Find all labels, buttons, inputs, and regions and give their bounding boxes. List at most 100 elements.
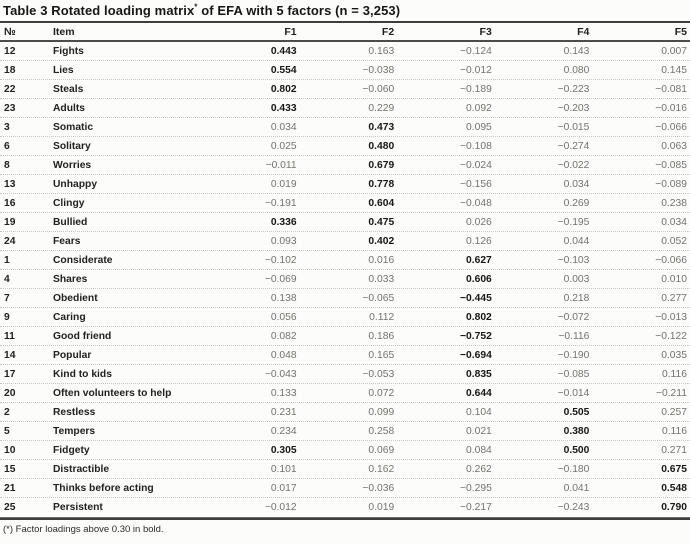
- loading-value: 0.052: [661, 235, 687, 247]
- loading-value: 0.257: [661, 406, 687, 418]
- loading-value: 0.790: [661, 502, 687, 513]
- loading-value: 0.554: [270, 64, 297, 76]
- row-item: Worries: [53, 159, 92, 171]
- row-item: Popular: [53, 349, 92, 361]
- loading-value: 0.835: [466, 368, 492, 380]
- table-header-row: № Item F1 F2 F3 F4 F5: [0, 23, 690, 42]
- loading-value: 0.627: [466, 254, 492, 266]
- loading-value: −0.211: [655, 387, 687, 399]
- loading-value: 0.116: [661, 368, 687, 380]
- table-row: 8 Worries −0.011 0.679 −0.024 −0.022 −0.…: [0, 156, 690, 175]
- row-item: Clingy: [53, 197, 85, 209]
- loading-value: −0.066: [655, 254, 687, 266]
- loading-value: 0.473: [368, 121, 395, 133]
- loading-value: −0.089: [655, 178, 687, 190]
- loading-value: 0.017: [270, 482, 297, 494]
- loading-value: 0.277: [661, 292, 687, 304]
- table-row: 13 Unhappy 0.019 0.778 −0.156 0.034 −0.0…: [0, 175, 690, 194]
- loading-value: 0.380: [563, 425, 590, 437]
- loading-value: −0.036: [362, 482, 395, 494]
- loading-value: 0.138: [270, 292, 297, 304]
- loading-value: 0.133: [270, 387, 297, 399]
- loading-value: 0.336: [270, 216, 297, 228]
- table-row: 6 Solitary 0.025 0.480 −0.108 −0.274 0.0…: [0, 137, 690, 156]
- table-row: 1 Considerate −0.102 0.016 0.627 −0.103 …: [0, 251, 690, 270]
- table-row: 4 Shares −0.069 0.033 0.606 0.003 0.010: [0, 270, 690, 289]
- column-header-f2: F2: [381, 25, 395, 38]
- table-bottom-rule: [0, 517, 690, 520]
- row-item: Obedient: [53, 292, 98, 304]
- row-number: 17: [4, 368, 16, 380]
- loading-value: 0.802: [270, 83, 297, 95]
- loading-value: 0.443: [270, 45, 297, 57]
- table-row: 12 Fights 0.443 0.163 −0.124 0.143 0.007: [0, 42, 690, 61]
- loading-value: 0.007: [661, 45, 687, 57]
- loading-value: −0.752: [460, 330, 492, 342]
- row-number: 9: [4, 311, 10, 323]
- loading-value: 0.034: [563, 178, 590, 190]
- loading-value: 0.679: [368, 159, 395, 171]
- loading-value: 0.126: [466, 235, 492, 247]
- row-item: Considerate: [53, 254, 113, 266]
- loading-value: 0.229: [368, 102, 395, 114]
- row-item: Tempers: [53, 425, 96, 437]
- row-item: Shares: [53, 273, 88, 285]
- loading-value: −0.217: [460, 502, 492, 513]
- loading-value: 0.500: [563, 444, 590, 456]
- loading-value: 0.080: [563, 64, 590, 76]
- loading-value: 0.112: [369, 311, 395, 323]
- loading-value: −0.013: [655, 311, 687, 323]
- loading-value: 0.033: [368, 273, 395, 285]
- loading-value: −0.043: [264, 368, 297, 380]
- row-number: 11: [4, 330, 15, 342]
- row-number: 24: [4, 235, 16, 247]
- loading-value: −0.085: [557, 368, 590, 380]
- loading-value: −0.060: [362, 83, 395, 95]
- loading-value: −0.072: [557, 311, 590, 323]
- loading-value: −0.195: [557, 216, 590, 228]
- table-title-rest: of EFA with 5 factors (n = 3,253): [197, 3, 401, 18]
- row-item: Kind to kids: [53, 368, 112, 380]
- column-header-f1: F1: [284, 25, 297, 38]
- row-item: Often volunteers to help: [53, 387, 172, 399]
- loading-value: 0.116: [661, 425, 687, 437]
- row-item: Caring: [53, 311, 86, 323]
- table-title-text: Table 3 Rotated loading matrix: [3, 3, 195, 18]
- loading-value: 0.034: [661, 216, 687, 228]
- table-row: 7 Obedient 0.138 −0.065 −0.445 0.218 0.2…: [0, 289, 690, 308]
- loading-value: −0.122: [655, 330, 687, 342]
- loading-value: −0.274: [557, 140, 590, 152]
- row-item: Somatic: [53, 121, 94, 133]
- efa-loading-table: № Item F1 F2 F3 F4 F5 12 Fights 0.443 0.…: [0, 21, 690, 520]
- row-number: 8: [4, 159, 10, 171]
- loading-value: 0.035: [661, 349, 687, 361]
- loading-value: 0.082: [270, 330, 297, 342]
- loading-value: −0.014: [557, 387, 590, 399]
- loading-value: 0.003: [563, 273, 590, 285]
- loading-value: −0.189: [460, 83, 492, 95]
- loading-value: 0.238: [661, 197, 687, 209]
- loading-value: 0.069: [368, 444, 395, 456]
- loading-value: −0.038: [362, 64, 395, 76]
- row-number: 18: [4, 64, 16, 76]
- loading-value: 0.095: [466, 121, 492, 133]
- loading-value: −0.081: [655, 83, 687, 95]
- table-row: 25 Persistent −0.012 0.019 −0.217 −0.243…: [0, 498, 690, 517]
- loading-value: 0.186: [368, 330, 395, 342]
- loading-value: −0.024: [460, 159, 492, 171]
- row-item: Unhappy: [53, 178, 98, 190]
- row-number: 16: [4, 197, 16, 209]
- loading-value: 0.025: [270, 140, 297, 152]
- column-header-f3: F3: [479, 25, 492, 38]
- row-item: Fights: [53, 45, 84, 57]
- row-item: Thinks before acting: [53, 482, 154, 494]
- table-row: 17 Kind to kids −0.043 −0.053 0.835 −0.0…: [0, 365, 690, 384]
- row-number: 2: [4, 406, 10, 418]
- loading-value: 0.145: [661, 64, 687, 76]
- loading-value: 0.056: [270, 311, 297, 323]
- row-number: 19: [4, 216, 16, 228]
- loading-value: −0.243: [557, 502, 590, 513]
- table-row: 15 Distractible 0.101 0.162 0.262 −0.180…: [0, 460, 690, 479]
- loading-value: 0.165: [368, 349, 395, 361]
- loading-value: −0.022: [557, 159, 590, 171]
